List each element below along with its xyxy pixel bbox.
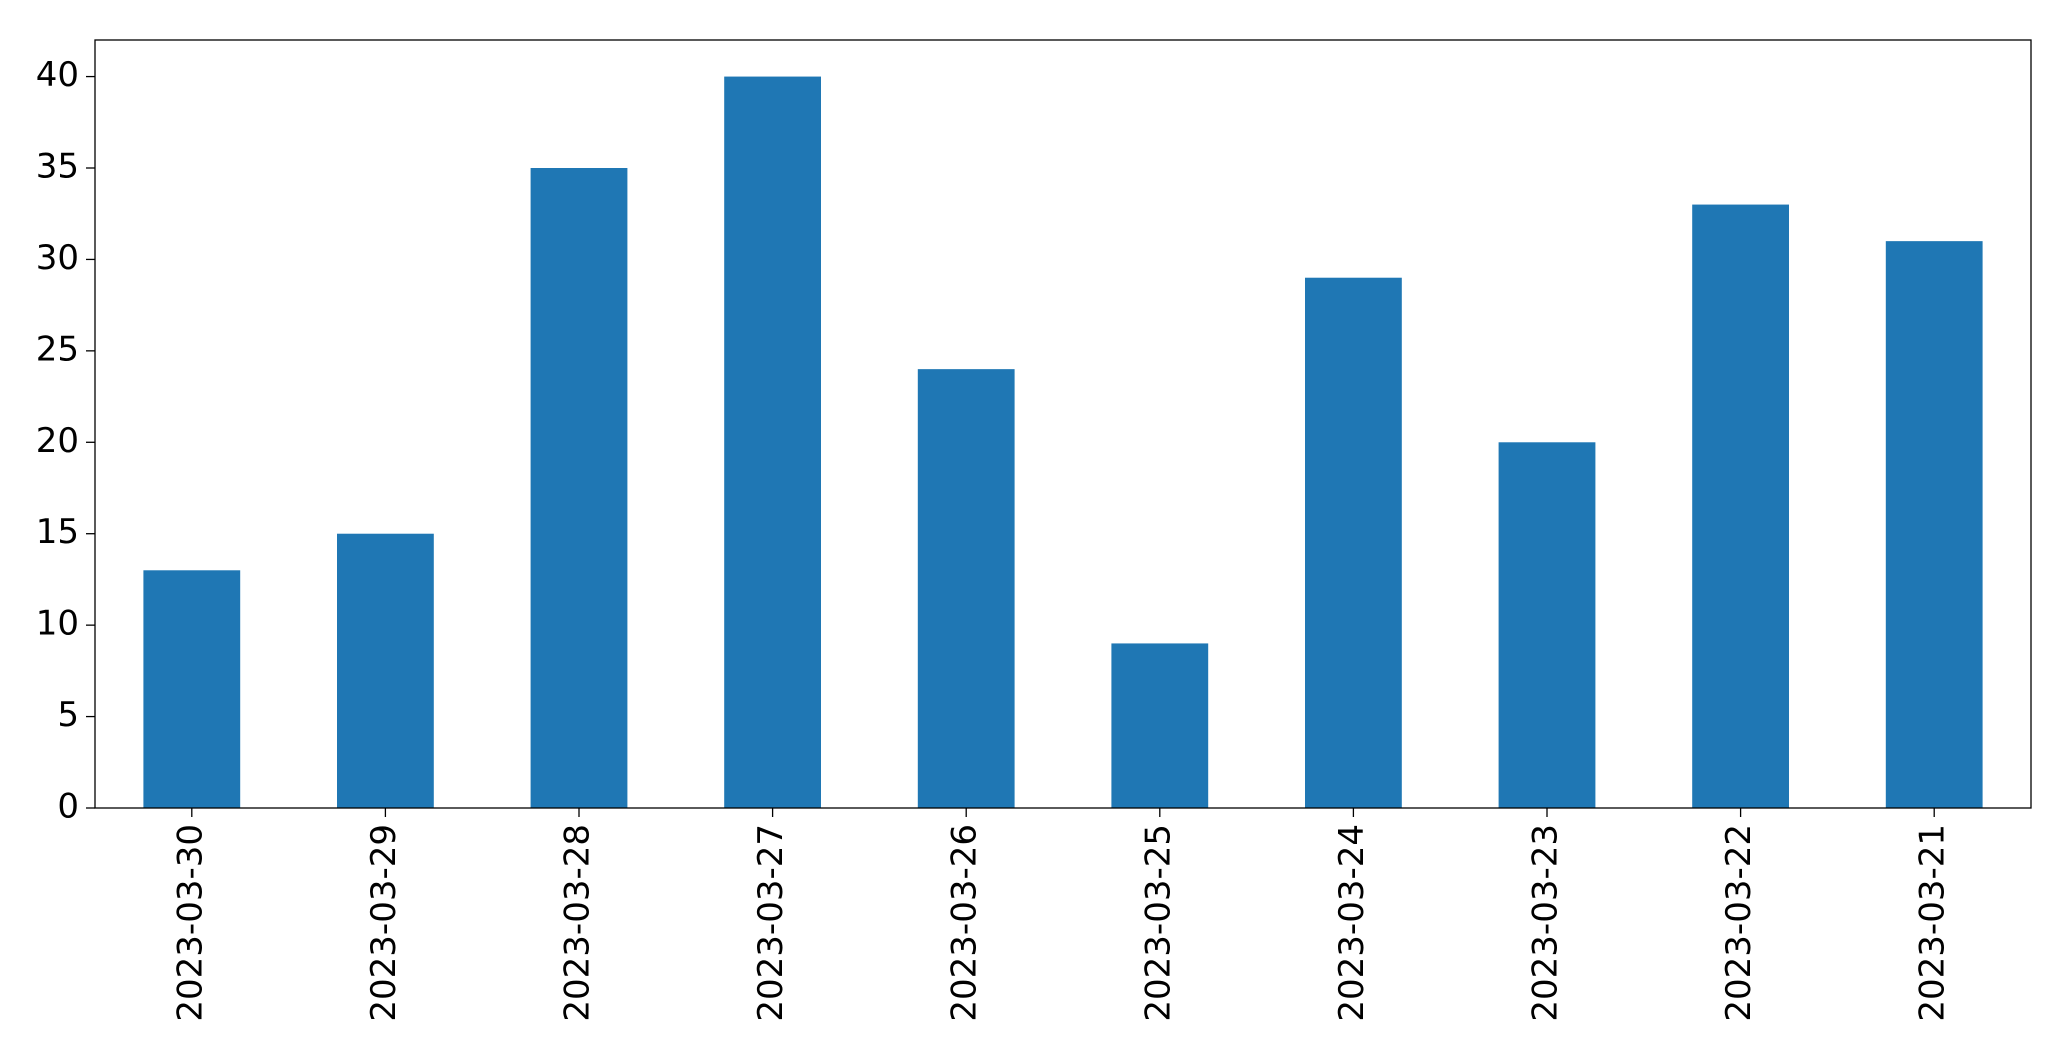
bar <box>530 168 628 808</box>
x-tick-label: 2023-03-28 <box>558 824 598 1022</box>
bar <box>337 533 434 808</box>
y-tick-label: 25 <box>36 329 79 369</box>
bar <box>143 570 241 808</box>
y-tick-label: 0 <box>57 787 79 827</box>
bar <box>1305 277 1402 808</box>
bar <box>917 369 1015 808</box>
bar <box>1692 204 1789 809</box>
bar <box>724 76 821 809</box>
bar <box>1498 442 1596 808</box>
x-tick-label: 2023-03-25 <box>1138 824 1178 1022</box>
y-tick-label: 5 <box>57 695 79 735</box>
x-tick-label: 2023-03-22 <box>1719 824 1759 1022</box>
x-tick-label: 2023-03-24 <box>1332 824 1372 1022</box>
y-tick-label: 30 <box>36 238 79 278</box>
y-tick-label: 20 <box>36 421 79 461</box>
x-tick-label: 2023-03-21 <box>1913 824 1953 1022</box>
bar <box>1885 241 1983 809</box>
y-tick-label: 15 <box>36 512 79 552</box>
bar <box>1111 643 1209 808</box>
x-tick-label: 2023-03-29 <box>364 824 404 1022</box>
x-tick-label: 2023-03-30 <box>170 824 210 1022</box>
axes-frame <box>94 39 2032 809</box>
x-tick-label: 2023-03-27 <box>751 824 791 1022</box>
y-tick-label: 35 <box>36 147 79 187</box>
x-tick-label: 2023-03-26 <box>945 824 985 1022</box>
y-tick-label: 40 <box>36 55 79 95</box>
y-tick-label: 10 <box>36 604 79 644</box>
x-tick-label: 2023-03-23 <box>1526 824 1566 1022</box>
